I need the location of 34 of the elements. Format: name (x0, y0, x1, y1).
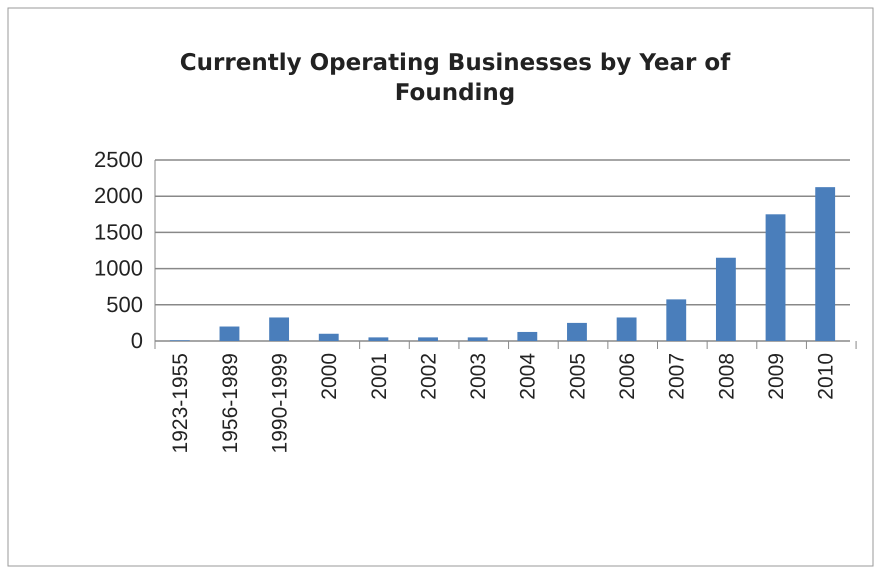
bar (220, 326, 240, 341)
y-tick-label: 1500 (94, 219, 143, 244)
bar (716, 258, 736, 341)
y-tick-label: 500 (106, 292, 143, 317)
x-tick-label: 2010 (814, 353, 838, 400)
x-tick-label: 2003 (467, 353, 490, 400)
x-tick-label: 2004 (516, 352, 540, 400)
x-tick-label: 1956-1989 (218, 353, 242, 454)
x-tick-label: 2001 (368, 353, 391, 400)
y-tick-label: 2000 (94, 183, 143, 208)
y-tick-label: 0 (130, 328, 143, 354)
chart-title: Currently Operating Businesses by Year of Founding (180, 50, 732, 106)
bar (815, 187, 836, 341)
bar (418, 337, 438, 341)
x-tick-label: 2002 (417, 353, 440, 400)
x-tick-label: 1990-1999 (268, 353, 292, 454)
bar (766, 214, 786, 341)
bar (368, 337, 388, 341)
y-tick-label: 2500 (94, 147, 143, 172)
bar (269, 317, 290, 341)
x-tick-label: 2007 (666, 353, 689, 400)
x-tick-label: 2005 (566, 353, 590, 400)
x-tick-label: 2008 (715, 353, 738, 400)
bar (666, 299, 686, 341)
x-tick-label: 2000 (318, 353, 342, 400)
bar (318, 334, 339, 341)
x-tick-label: 1923-1955 (169, 353, 192, 454)
bar (616, 317, 637, 341)
bar (567, 322, 587, 341)
bar (468, 337, 488, 341)
bar (517, 332, 538, 341)
x-tick-label: 2006 (616, 353, 639, 400)
x-tick-label: 2009 (764, 353, 788, 400)
y-tick-label: 1000 (94, 256, 143, 281)
